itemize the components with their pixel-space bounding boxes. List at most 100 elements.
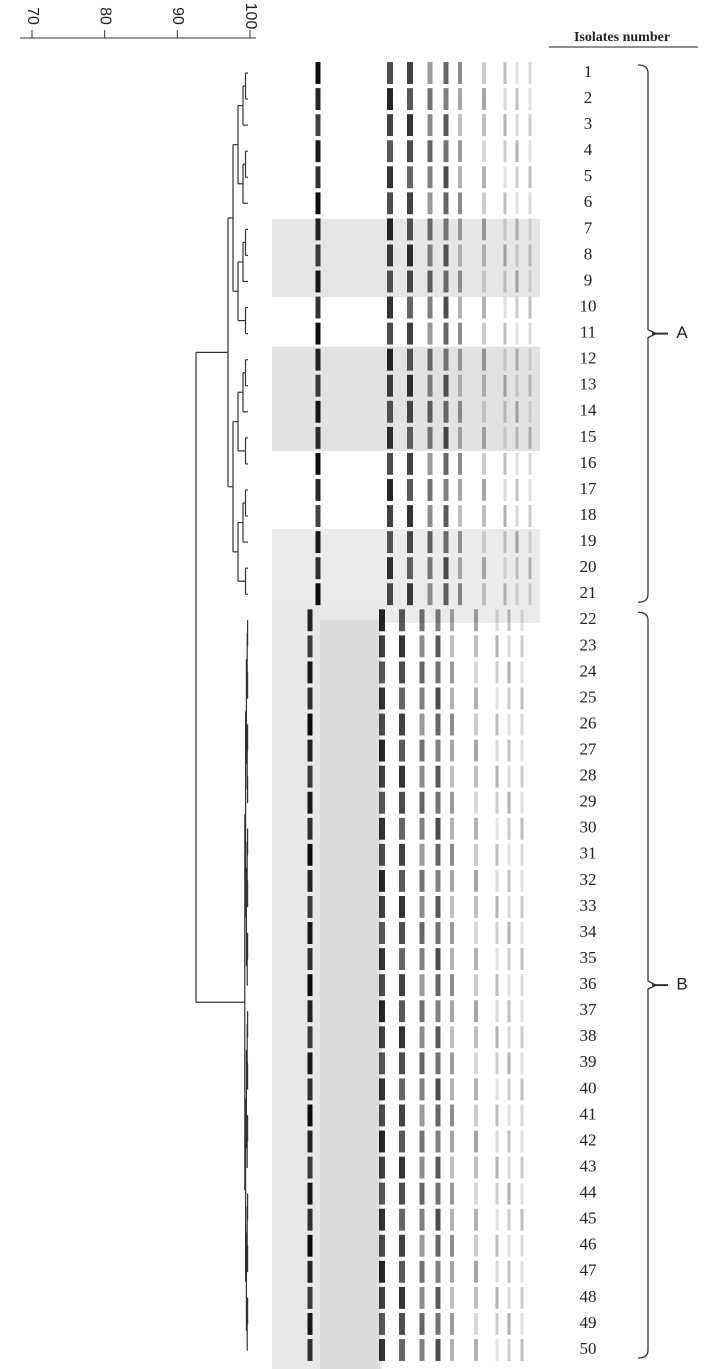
gel-band xyxy=(450,1078,454,1101)
gel-band xyxy=(450,609,454,632)
gel-band xyxy=(419,1156,425,1179)
gel-band xyxy=(528,557,532,580)
gel-band xyxy=(507,843,511,866)
gel-band xyxy=(528,140,532,163)
gel-band xyxy=(427,62,433,84)
gel-band xyxy=(307,609,313,632)
gel-band xyxy=(379,635,385,658)
gel-band xyxy=(450,1339,454,1361)
gel-band xyxy=(474,1312,478,1335)
gel-band xyxy=(387,348,393,371)
gel-band xyxy=(495,791,499,814)
scale-tick-label: 70 xyxy=(24,7,41,25)
gel-band xyxy=(399,687,405,710)
gel-band xyxy=(387,62,393,84)
gel-band xyxy=(307,1156,313,1179)
gel-band xyxy=(503,62,507,84)
gel-band xyxy=(407,114,413,137)
gel-band xyxy=(458,583,462,606)
gel-band xyxy=(507,896,511,918)
gel-band xyxy=(387,218,393,241)
gel-band xyxy=(399,1052,405,1075)
gel-band xyxy=(435,1104,441,1127)
gel-band xyxy=(520,817,524,840)
isolate-number: 32 xyxy=(580,870,597,889)
gel-band xyxy=(495,1312,499,1335)
gel-band xyxy=(528,192,532,215)
gel-band xyxy=(427,88,433,111)
gel-band xyxy=(507,1208,511,1231)
gel-band xyxy=(407,479,413,501)
gel-band xyxy=(407,62,413,84)
gel-band xyxy=(419,974,425,997)
gel-band xyxy=(482,479,486,501)
gel-band xyxy=(458,452,462,475)
gel-band xyxy=(503,88,507,111)
gel-band xyxy=(515,244,519,267)
gel-band xyxy=(435,948,441,971)
isolate-number: 40 xyxy=(580,1078,597,1097)
gel-band xyxy=(520,1000,524,1023)
gel-band xyxy=(315,296,321,319)
gel-band xyxy=(495,1130,499,1153)
gel-shade xyxy=(320,620,380,1369)
gel-band xyxy=(507,974,511,997)
gel-band xyxy=(399,1339,405,1361)
gel-band xyxy=(427,192,433,215)
gel-band xyxy=(528,166,532,189)
gel-band xyxy=(419,1260,425,1283)
gel-band xyxy=(515,270,519,293)
gel-band xyxy=(399,948,405,971)
gel-band xyxy=(379,1000,385,1023)
gel-band xyxy=(520,1339,524,1361)
gel-band xyxy=(307,974,313,997)
isolate-number: 2 xyxy=(584,88,593,107)
gel-band xyxy=(315,583,321,606)
gel-band xyxy=(379,974,385,997)
gel-band xyxy=(503,244,507,267)
gel-band xyxy=(515,114,519,137)
isolate-number: 18 xyxy=(580,505,597,524)
gel-band xyxy=(307,1026,313,1049)
gel-band xyxy=(419,1000,425,1023)
gel-band xyxy=(520,739,524,762)
gel-band xyxy=(503,322,507,345)
gel-band xyxy=(399,869,405,892)
gel-band xyxy=(435,609,441,632)
gel-band xyxy=(387,583,393,606)
isolate-number: 23 xyxy=(580,635,597,654)
gel-band xyxy=(503,479,507,501)
isolate-number: 34 xyxy=(580,922,598,941)
isolate-number: 28 xyxy=(580,766,597,785)
gel-band xyxy=(379,843,385,866)
gel-band xyxy=(503,557,507,580)
gel-band xyxy=(507,948,511,971)
gel-band xyxy=(495,1339,499,1361)
gel-band xyxy=(450,1260,454,1283)
gel-band xyxy=(482,114,486,137)
gel-band xyxy=(443,62,449,84)
gel-band xyxy=(399,661,405,684)
gel-band xyxy=(474,896,478,918)
gel-band xyxy=(458,270,462,293)
isolate-number: 29 xyxy=(580,792,597,811)
gel-band xyxy=(515,583,519,606)
gel-band xyxy=(450,1104,454,1127)
gel-band xyxy=(387,426,393,449)
gel-band xyxy=(435,765,441,788)
gel-band xyxy=(507,1104,511,1127)
gel-band xyxy=(443,322,449,345)
gel-band xyxy=(503,114,507,137)
gel-band xyxy=(435,1339,441,1361)
gel-band xyxy=(503,531,507,554)
gel-band xyxy=(419,661,425,684)
gel-band xyxy=(399,1000,405,1023)
gel-band xyxy=(379,817,385,840)
isolate-number: 41 xyxy=(580,1104,597,1123)
gel-band xyxy=(520,922,524,944)
gel-band xyxy=(495,739,499,762)
gel-band xyxy=(495,609,499,632)
gel-band xyxy=(427,322,433,345)
gel-band xyxy=(528,348,532,371)
